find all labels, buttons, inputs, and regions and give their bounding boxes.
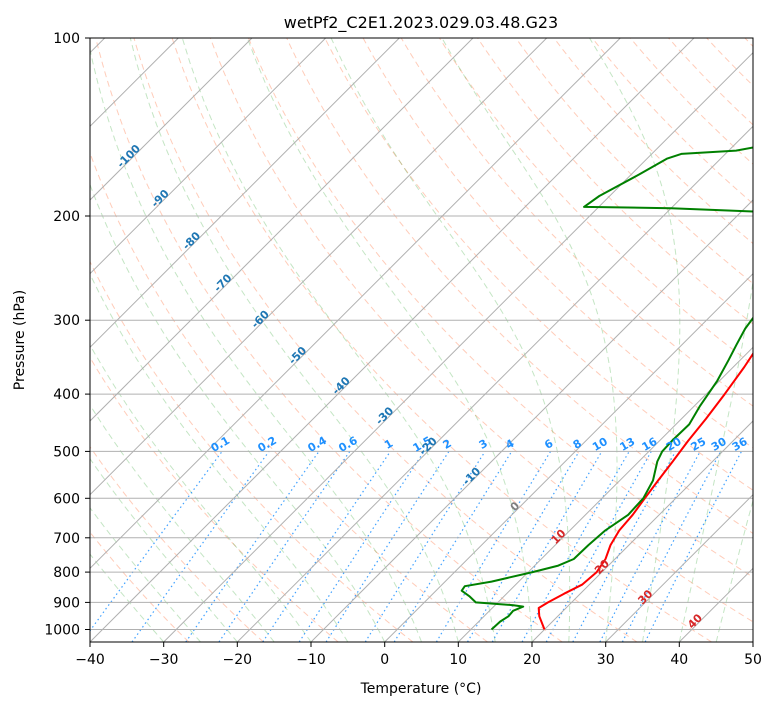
y-tick-label: 400 xyxy=(53,387,80,403)
x-tick-label: −10 xyxy=(296,652,326,668)
x-tick-label: 20 xyxy=(523,652,541,668)
x-tick-label: −40 xyxy=(75,652,105,668)
isotherm-gridline xyxy=(90,38,695,642)
dry-adiabat xyxy=(90,151,488,642)
mixing-ratio-line xyxy=(298,451,425,642)
dry-adiabat xyxy=(400,38,753,407)
dry-adiabat xyxy=(90,260,414,642)
dry-adiabat xyxy=(362,38,753,449)
y-tick-label: 700 xyxy=(53,531,80,547)
dry-adiabat xyxy=(591,38,753,205)
dewpoint-profile-line xyxy=(460,146,753,631)
isotherm-gridline xyxy=(90,38,474,422)
dry-adiabat xyxy=(90,445,264,642)
y-tick-label: 500 xyxy=(53,444,80,460)
mixing-ratio-line xyxy=(185,451,320,642)
y-tick-label: 600 xyxy=(53,491,80,507)
moist-adiabat xyxy=(330,38,571,642)
y-axis: 100 200 300 400 500 600 700 800 900 1000 xyxy=(44,31,90,639)
x-tick-label: 40 xyxy=(670,652,688,668)
temperature-profile-line xyxy=(537,351,753,630)
moist-adiabat xyxy=(715,498,753,642)
dry-adiabat xyxy=(95,38,563,642)
y-tick-label: 100 xyxy=(53,31,80,47)
moist-adiabat xyxy=(129,38,459,642)
x-tick-label: −30 xyxy=(149,652,179,668)
moist-adiabat xyxy=(90,457,238,642)
dry-adiabat xyxy=(477,38,753,325)
isotherm-gridline xyxy=(310,199,753,642)
moist-adiabat xyxy=(90,46,422,642)
dry-adiabat xyxy=(286,38,753,535)
isotherm-gridline xyxy=(384,272,753,642)
moist-adiabat xyxy=(90,507,201,642)
dry-adiabat xyxy=(438,38,753,366)
x-tick-label: 0 xyxy=(380,652,389,668)
moist-adiabat xyxy=(441,38,618,642)
isotherm-gridline xyxy=(90,38,400,349)
isotherm-gridline xyxy=(457,346,753,642)
plot-frame xyxy=(89,37,754,643)
grid xyxy=(90,38,753,642)
y-tick-label: 200 xyxy=(53,209,80,225)
mixing-ratio-line xyxy=(325,451,450,642)
x-tick-label: 30 xyxy=(597,652,615,668)
isotherm-gridline xyxy=(90,38,327,275)
mixing-ratio-line xyxy=(435,451,552,642)
mixing-ratio-line xyxy=(572,451,677,642)
isotherm-gridline xyxy=(90,38,253,201)
dry-adiabat xyxy=(553,38,753,245)
moist-adiabat xyxy=(246,38,533,642)
mixing-ratio-line xyxy=(545,451,652,642)
dry-adiabat xyxy=(248,38,753,578)
moist-adiabat xyxy=(678,278,753,642)
x-axis-label: Temperature (°C) xyxy=(360,681,482,697)
moist-adiabat xyxy=(90,273,349,642)
x-axis: −40 −30 −20 −10 0 10 20 30 40 50 xyxy=(75,642,762,668)
moist-adiabat xyxy=(90,404,275,642)
y-tick-label: 300 xyxy=(53,313,80,329)
y-tick-label: 1000 xyxy=(44,623,80,639)
chart-title: wetPf2_C2E1.2023.029.03.48.G23 xyxy=(284,13,558,33)
isotherm-gridline xyxy=(90,38,621,570)
isotherm-gridline xyxy=(236,125,753,642)
profile-series xyxy=(460,146,753,631)
isotherm-gridline xyxy=(531,420,753,642)
x-tick-label: 50 xyxy=(744,652,762,668)
mixing-ratio-line xyxy=(262,451,391,642)
isotherm-gridline xyxy=(90,38,548,496)
isotherm-gridline xyxy=(605,493,753,642)
moist-adiabat xyxy=(90,553,165,642)
isotherm-gridline xyxy=(163,51,753,642)
dry-adiabat xyxy=(171,38,712,642)
y-tick-label: 900 xyxy=(53,595,80,611)
mixing-ratio-line xyxy=(466,451,580,642)
x-tick-label: 10 xyxy=(449,652,467,668)
x-tick-label: −20 xyxy=(223,652,253,668)
y-tick-label: 800 xyxy=(53,565,80,581)
mixing-ratio-line xyxy=(364,451,486,642)
moist-adiabat xyxy=(589,38,681,642)
y-axis-label: Pressure (hPa) xyxy=(12,290,28,390)
mixing-ratio-line xyxy=(218,451,351,642)
